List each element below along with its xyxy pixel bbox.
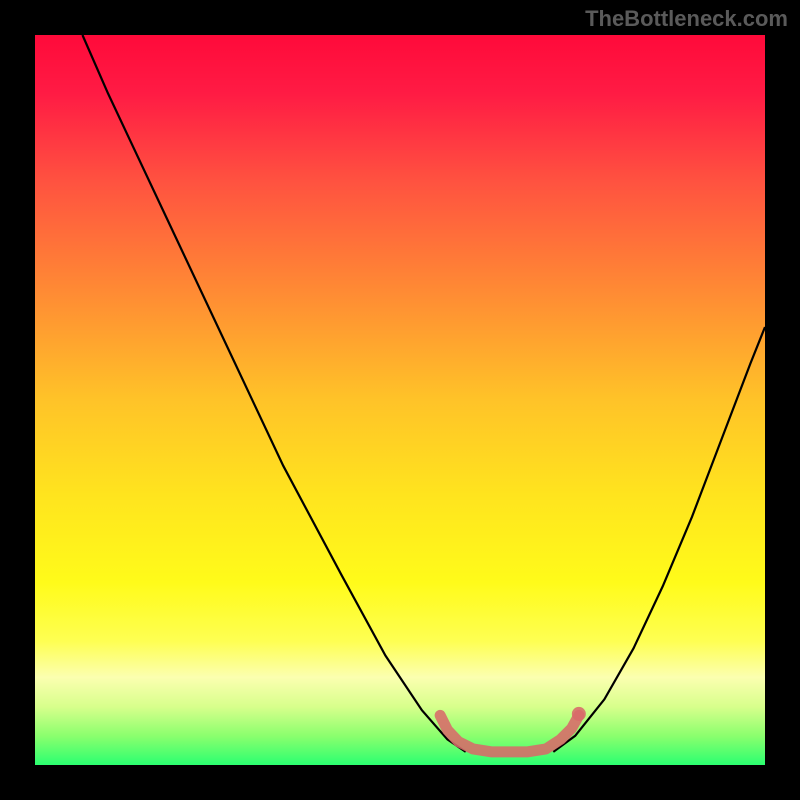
watermark: TheBottleneck.com [585,6,788,32]
chart-plot-background [35,35,765,765]
chart-container: TheBottleneck.com [0,0,800,800]
bottleneck-curve-chart [0,0,800,800]
marker-dot [572,707,586,721]
